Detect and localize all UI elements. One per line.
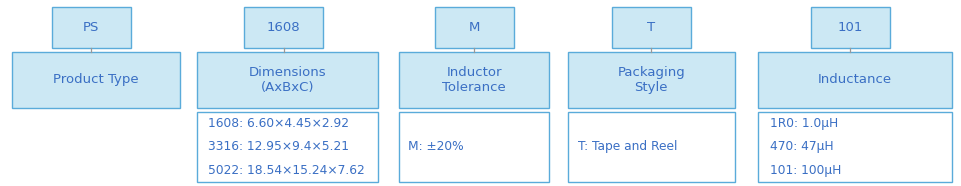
FancyBboxPatch shape [399, 112, 549, 182]
Text: PS: PS [83, 21, 100, 34]
Text: M: ±20%: M: ±20% [407, 140, 463, 153]
Text: T: T [647, 21, 654, 34]
Text: Dimensions
(AxBxC): Dimensions (AxBxC) [249, 66, 326, 94]
Text: 1R0: 1.0μH: 1R0: 1.0μH [769, 117, 837, 130]
FancyBboxPatch shape [244, 7, 323, 48]
Text: 5022: 18.54×15.24×7.62: 5022: 18.54×15.24×7.62 [208, 164, 364, 177]
Text: 101: 101 [837, 21, 862, 34]
FancyBboxPatch shape [757, 112, 951, 182]
FancyBboxPatch shape [12, 52, 180, 108]
Text: 101: 100μH: 101: 100μH [769, 164, 840, 177]
Text: 3316: 12.95×9.4×5.21: 3316: 12.95×9.4×5.21 [208, 140, 349, 153]
FancyBboxPatch shape [567, 112, 734, 182]
FancyBboxPatch shape [399, 52, 549, 108]
Text: 470: 47μH: 470: 47μH [769, 140, 832, 153]
FancyBboxPatch shape [757, 52, 951, 108]
FancyBboxPatch shape [611, 7, 690, 48]
Text: Inductance: Inductance [817, 73, 892, 86]
Text: M: M [468, 21, 480, 34]
FancyBboxPatch shape [197, 112, 378, 182]
Text: Product Type: Product Type [53, 73, 138, 86]
Text: 1608: 6.60×4.45×2.92: 1608: 6.60×4.45×2.92 [208, 117, 349, 130]
FancyBboxPatch shape [810, 7, 889, 48]
Text: Inductor
Tolerance: Inductor Tolerance [442, 66, 505, 94]
FancyBboxPatch shape [434, 7, 513, 48]
FancyBboxPatch shape [52, 7, 131, 48]
FancyBboxPatch shape [197, 52, 378, 108]
Text: Packaging
Style: Packaging Style [617, 66, 684, 94]
Text: T: Tape and Reel: T: Tape and Reel [577, 140, 677, 153]
Text: 1608: 1608 [267, 21, 300, 34]
FancyBboxPatch shape [567, 52, 734, 108]
